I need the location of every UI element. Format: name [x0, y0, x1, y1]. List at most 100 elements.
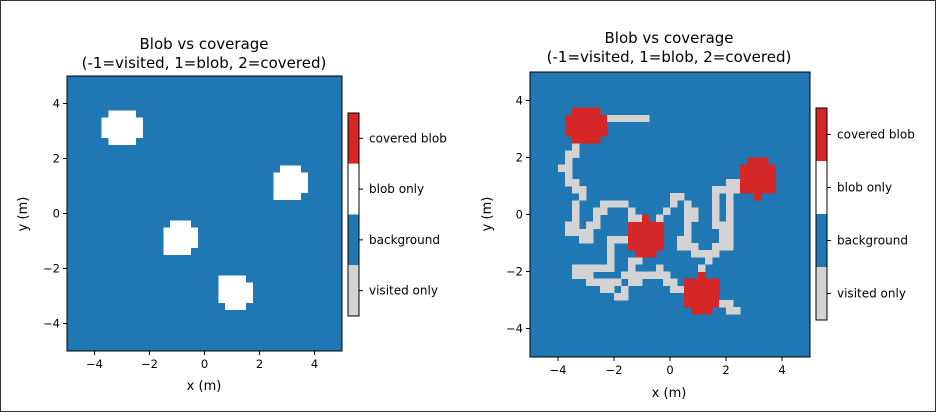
heatmap-cell — [754, 164, 762, 173]
heatmap-cell — [579, 228, 587, 237]
heatmap-cell — [600, 121, 608, 130]
heatmap-cell — [628, 214, 636, 222]
heatmap-cell — [677, 285, 685, 294]
heatmap-cell — [218, 282, 226, 290]
heatmap-cell — [586, 271, 594, 279]
heatmap-cell — [170, 247, 178, 256]
x-tick-label: −2 — [606, 363, 623, 377]
heatmap-cell — [101, 117, 109, 125]
heatmap-cell — [108, 131, 116, 139]
heatmap-cell — [684, 243, 692, 251]
heatmap-area: −4 −4 −2 −2 0 0 2 2 4 4 — [43, 75, 343, 371]
heatmap-cell — [705, 307, 713, 315]
heatmap-cell — [635, 250, 643, 258]
heatmap-cell — [656, 214, 664, 222]
heatmap-cell — [712, 207, 720, 215]
heatmap-cell — [635, 243, 643, 251]
chart-title: Blob vs coverage — [139, 35, 268, 53]
heatmap-cell — [768, 186, 776, 194]
heatmap-cell — [712, 250, 720, 258]
heatmap-cell — [572, 186, 580, 194]
heatmap-cell — [628, 228, 636, 237]
heatmap-cell — [712, 186, 720, 194]
heatmap-cell — [761, 164, 769, 173]
heatmap-cell — [621, 271, 629, 279]
heatmap-cell — [642, 235, 650, 244]
heatmap-cell — [691, 250, 699, 258]
heatmap-cell — [607, 285, 615, 294]
heatmap-cell — [740, 171, 748, 180]
heatmap-cell — [586, 107, 594, 116]
heatmap-cell — [190, 234, 198, 242]
heatmap-cell — [607, 235, 615, 244]
heatmap-cell — [761, 171, 769, 180]
heatmap-cell — [747, 157, 755, 165]
heatmap-cell — [593, 221, 601, 230]
heatmap-cell — [115, 124, 123, 132]
heatmap-cell — [768, 171, 776, 180]
heatmap-cell — [600, 200, 608, 208]
heatmap-cell — [726, 235, 734, 244]
heatmap-cell — [190, 227, 198, 235]
heatmap-cell — [677, 243, 685, 251]
heatmap-cell — [705, 278, 713, 287]
heatmap-cell — [670, 285, 678, 294]
heatmap-cell — [649, 271, 657, 279]
heatmap-cell — [565, 121, 573, 130]
heatmap-cell — [607, 257, 615, 265]
heatmap-cell — [586, 114, 594, 123]
heatmap-cell — [586, 235, 594, 244]
heatmap-cell — [642, 221, 650, 230]
heatmap-cell — [572, 143, 580, 151]
heatmap-cell — [572, 221, 580, 230]
heatmap-cell — [670, 278, 678, 287]
heatmap-cell — [663, 207, 671, 215]
heatmap-cell — [245, 282, 253, 290]
heatmap-cell — [684, 300, 692, 308]
heatmap-cell — [115, 110, 123, 118]
heatmap-cell — [705, 285, 713, 294]
chart-subtitle: (-1=visited, 1=blob, 2=covered) — [82, 54, 327, 72]
heatmap-cell — [572, 178, 580, 187]
heatmap-cell — [712, 278, 720, 287]
heatmap-cell — [108, 117, 116, 125]
heatmap-cell — [684, 278, 692, 287]
heatmap-cell — [177, 234, 185, 242]
heatmap-cell — [705, 292, 713, 301]
heatmap-cell — [232, 282, 240, 290]
heatmap-cell — [225, 296, 233, 304]
y-tick-label: 0 — [516, 208, 523, 222]
heatmap-cell — [628, 243, 636, 251]
heatmap-cell — [635, 221, 643, 230]
heatmap-cell — [656, 235, 664, 244]
heatmap-cell — [300, 172, 308, 180]
heatmap-cell — [628, 264, 636, 272]
heatmap-cell — [108, 137, 116, 146]
heatmap-cell — [593, 278, 601, 287]
heatmap-cell — [607, 200, 615, 208]
heatmap-cell — [177, 241, 185, 249]
heatmap-cell — [691, 292, 699, 301]
heatmap-cell — [586, 121, 594, 130]
heatmap-cell — [642, 228, 650, 237]
heatmap-cell — [565, 221, 573, 230]
heatmap-cell — [115, 117, 123, 125]
heatmap-cell — [733, 186, 741, 194]
heatmap-cell — [635, 214, 643, 222]
heatmap-cell — [754, 171, 762, 180]
heatmap-cell — [183, 220, 192, 228]
heatmap-cell — [614, 235, 622, 244]
heatmap-cell — [238, 289, 247, 297]
colorbar-segment — [348, 214, 359, 266]
colorbar-segment — [348, 113, 359, 164]
heatmap-cell — [593, 214, 601, 222]
heatmap-cell — [593, 136, 601, 144]
heatmap-cell — [747, 164, 755, 173]
heatmap-cell — [177, 220, 185, 228]
heatmap-cell — [761, 157, 769, 165]
heatmap-cell — [579, 121, 587, 130]
heatmap-cell — [586, 278, 594, 287]
heatmap-cell — [579, 136, 587, 144]
heatmap-cell — [572, 264, 580, 272]
x-axis-label: x (m) — [187, 379, 222, 394]
